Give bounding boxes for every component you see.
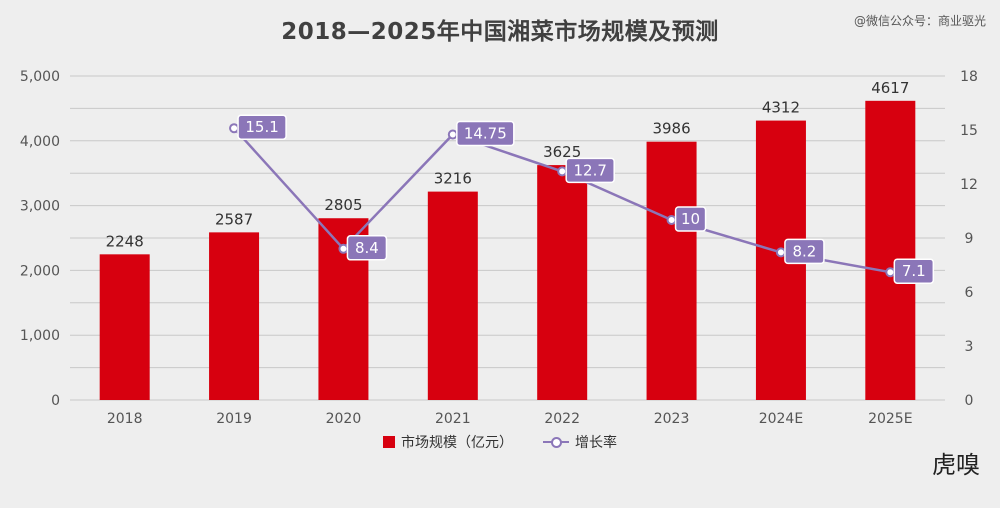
growth-badge xyxy=(346,235,388,261)
growth-point xyxy=(666,215,677,225)
legend-line-swatch xyxy=(543,436,569,448)
growth-point xyxy=(338,243,349,254)
y-right-tick-label: 12 xyxy=(960,177,978,193)
y-left-tick-label: 4,000 xyxy=(20,134,60,150)
x-tick-label: 2025E xyxy=(868,411,912,427)
y-right-tick-label: 18 xyxy=(960,69,978,85)
growth-badge xyxy=(565,157,615,184)
bar xyxy=(865,100,916,401)
growth-badge xyxy=(893,258,935,284)
bar xyxy=(209,232,260,400)
legend-item-bar: 市场规模（亿元） xyxy=(383,432,513,452)
growth-value-label: 14.75 xyxy=(464,125,507,143)
bar-value-label: 4617 xyxy=(871,79,909,97)
legend: 市场规模（亿元） 增长率 xyxy=(0,432,1000,452)
bar-value-label: 4312 xyxy=(762,99,800,117)
legend-bar-swatch xyxy=(383,436,395,448)
bar xyxy=(99,254,150,400)
growth-badge xyxy=(784,238,825,265)
growth-value-label: 8.4 xyxy=(355,239,379,257)
growth-point xyxy=(557,166,568,177)
bar xyxy=(646,141,697,400)
brand-logo: 虎嗅 xyxy=(932,451,980,479)
chart-title: 2018—2025年中国湘菜市场规模及预测 xyxy=(281,19,719,45)
watermark: @微信公众号：商业驱光 xyxy=(853,14,986,28)
legend-item-line: 增长率 xyxy=(543,432,617,452)
growth-point xyxy=(885,267,896,278)
growth-badge xyxy=(237,114,287,140)
bar-value-label: 2587 xyxy=(215,210,253,228)
bar-value-label: 2248 xyxy=(106,232,144,250)
y-right-tick-label: 3 xyxy=(965,339,974,355)
growth-value-label: 15.1 xyxy=(245,118,278,136)
bar-value-label: 3625 xyxy=(543,143,581,161)
legend-line-label: 增长率 xyxy=(575,435,617,451)
growth-value-label: 12.7 xyxy=(573,161,606,179)
growth-badge xyxy=(674,206,707,232)
bar xyxy=(537,165,588,400)
growth-point xyxy=(447,129,458,140)
growth-value-label: 7.1 xyxy=(902,262,926,280)
growth-point xyxy=(775,247,786,258)
x-tick-label: 2024E xyxy=(759,411,803,427)
y-left-tick-label: 5,000 xyxy=(20,69,60,85)
y-left-tick-label: 1,000 xyxy=(20,328,60,344)
growth-value-label: 8.2 xyxy=(793,242,817,260)
y-left-tick-label: 2,000 xyxy=(20,263,60,279)
legend-bar-label: 市场规模（亿元） xyxy=(401,435,513,451)
y-left-tick-label: 3,000 xyxy=(20,199,60,215)
y-right-tick-label: 0 xyxy=(965,393,974,409)
x-tick-label: 2018 xyxy=(107,411,143,427)
y-left-tick-label: 0 xyxy=(51,393,60,409)
bar-value-label: 2805 xyxy=(324,196,362,214)
bar-value-label: 3986 xyxy=(652,120,690,138)
growth-badge xyxy=(456,120,515,147)
bar xyxy=(427,191,478,400)
x-tick-label: 2022 xyxy=(544,411,580,427)
y-right-tick-label: 9 xyxy=(965,231,974,247)
bar-value-label: 3216 xyxy=(434,170,472,188)
growth-point xyxy=(229,123,240,134)
x-tick-label: 2021 xyxy=(435,411,471,427)
growth-value-label: 10 xyxy=(681,210,700,228)
x-tick-label: 2020 xyxy=(326,411,362,427)
y-right-tick-label: 6 xyxy=(965,285,974,301)
x-tick-label: 2023 xyxy=(654,411,690,427)
y-right-tick-label: 15 xyxy=(960,123,978,139)
x-tick-label: 2019 xyxy=(216,411,252,427)
